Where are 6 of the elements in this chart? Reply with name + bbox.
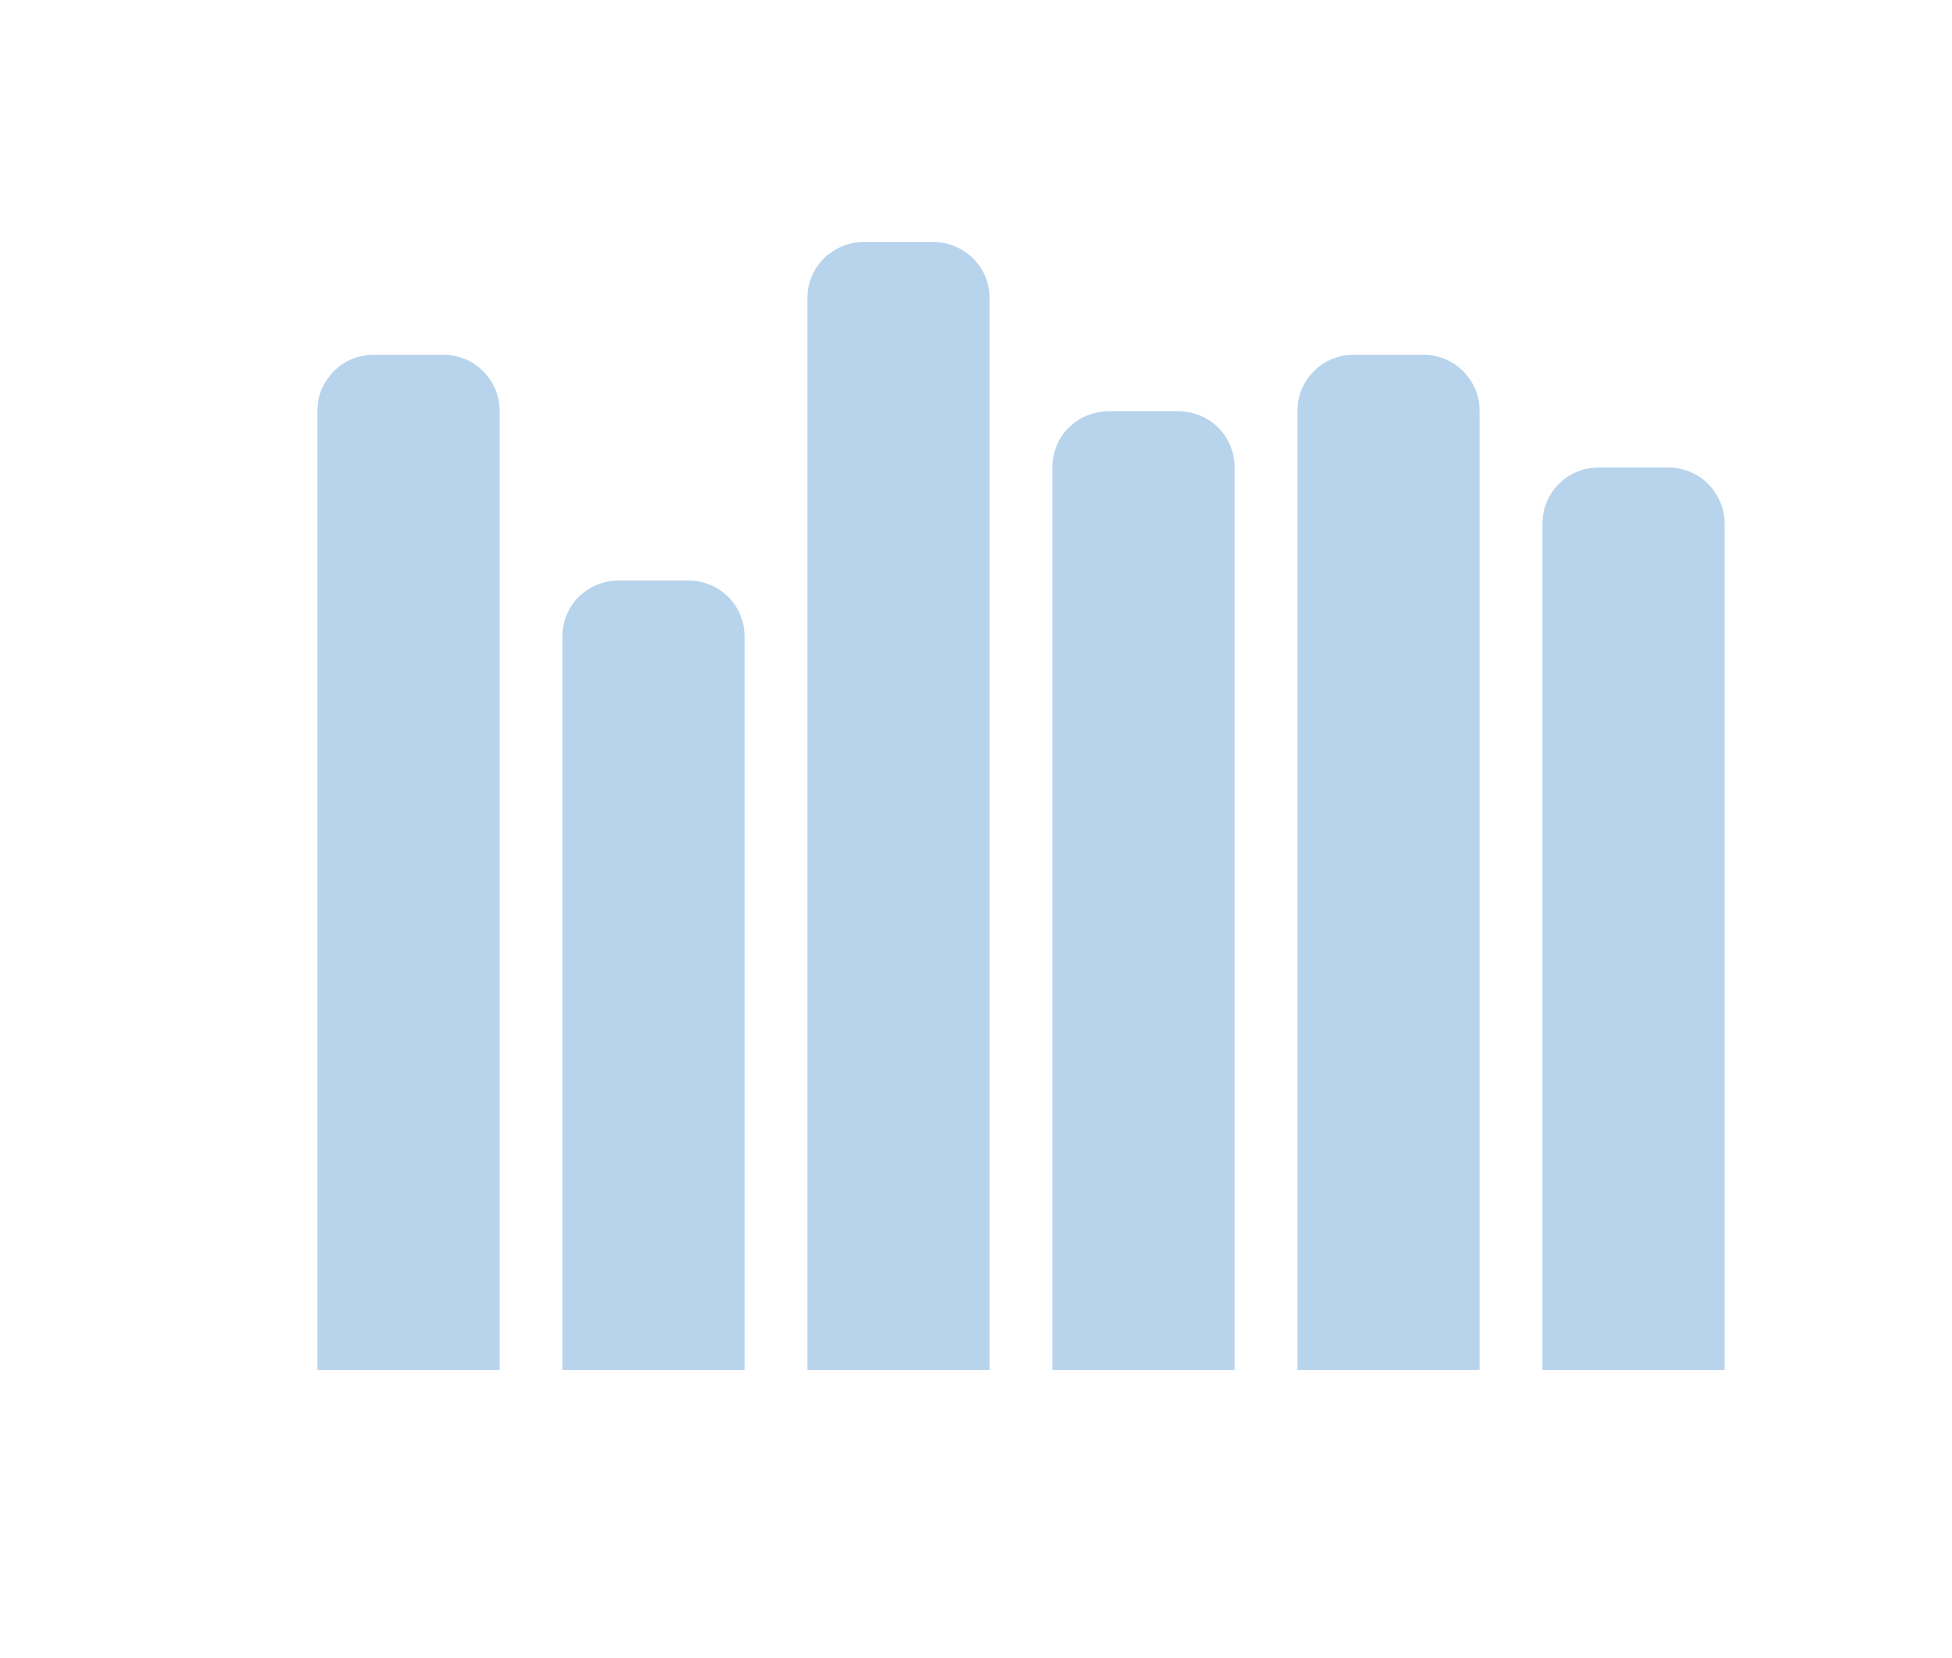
bar — [807, 242, 990, 1370]
bar — [1542, 467, 1725, 1370]
bar — [562, 580, 745, 1370]
bar — [1052, 411, 1235, 1370]
bar — [1297, 354, 1480, 1370]
bar — [317, 354, 500, 1370]
